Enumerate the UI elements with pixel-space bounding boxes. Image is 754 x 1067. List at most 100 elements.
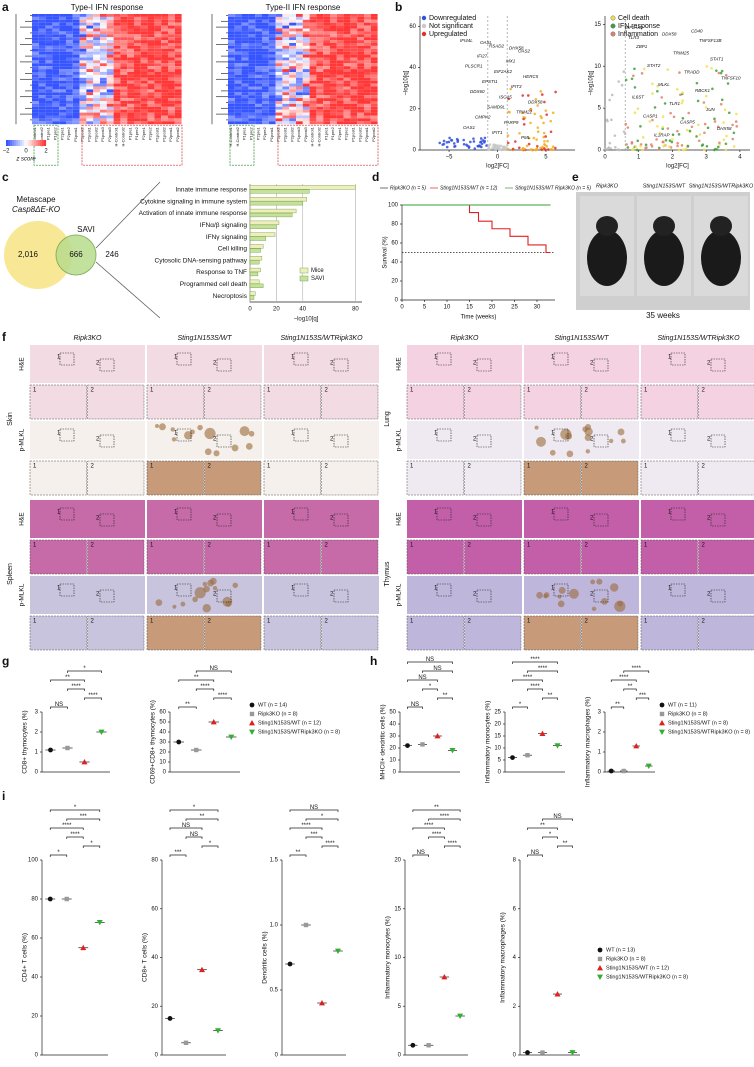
- significance-bracket: [289, 854, 307, 857]
- heatmap-cell: [93, 57, 100, 61]
- heatmap-cell: [350, 112, 358, 116]
- heatmap-cell: [52, 74, 60, 78]
- heatmap-cell: [66, 51, 73, 55]
- legend-label: Sting1N153S/WT (n = 12): [606, 965, 669, 971]
- scatter-dot: [651, 92, 654, 95]
- heatmap-cell: [241, 80, 249, 84]
- heatmap-cell: [289, 48, 296, 52]
- zoom-box: [176, 428, 192, 442]
- zoom-label: 1: [174, 431, 178, 437]
- heatmap-cell: [296, 60, 303, 64]
- significance-label: ****: [619, 675, 629, 681]
- heatmap-cell: [323, 112, 330, 116]
- heatmap-cell: [113, 101, 121, 104]
- heatmap-cell: [302, 16, 310, 20]
- significance-bracket: [512, 661, 558, 664]
- heatmap-cell: [357, 109, 364, 113]
- scatter-dot: [622, 70, 626, 73]
- zoom-label: 1: [434, 355, 438, 361]
- heatmap-cell: [350, 54, 358, 58]
- heatmap-cell: [343, 86, 351, 90]
- heatmap-cell: [275, 106, 283, 110]
- stain-spot: [591, 606, 597, 611]
- heatmap-cell: [59, 14, 66, 17]
- legend-swatch: [659, 702, 665, 708]
- heatmap-cell: [38, 72, 46, 75]
- y-tick-label: 0: [163, 770, 167, 776]
- heatmap-cell: [296, 103, 303, 107]
- colorbar: [10, 140, 13, 146]
- scatter-dot: [545, 113, 549, 116]
- heatmap-cell: [120, 83, 128, 87]
- heatmap-cell: [343, 77, 351, 81]
- heatmap-cell: [302, 106, 310, 110]
- heatmap-cell: [134, 77, 141, 81]
- heatmap-cell: [275, 57, 283, 61]
- heatmap-cell: [100, 121, 107, 125]
- heatmap-cell: [120, 98, 128, 101]
- stain-label: p-MLKL: [19, 428, 26, 451]
- heatmap-cell: [370, 37, 378, 41]
- heatmap-cell: [79, 28, 87, 32]
- heatmap-cell: [234, 89, 242, 93]
- scatter-dot: [713, 120, 717, 123]
- significance-bracket: [66, 818, 101, 821]
- significance-bracket: [623, 670, 650, 673]
- stain-spot: [600, 597, 608, 605]
- y-axis-label: Inflammatory macrophages (%): [585, 697, 592, 788]
- heatmap-cell: [330, 34, 337, 38]
- heatmap-cell: [228, 40, 235, 43]
- heatmap-cell: [357, 43, 364, 46]
- histology-image: [30, 500, 145, 538]
- scatter-dot: [681, 99, 685, 102]
- legend-label: WT (n = 13): [606, 947, 635, 953]
- colorbar: [38, 140, 41, 146]
- heatmap-cell: [370, 34, 378, 38]
- heatmap-cell: [161, 48, 168, 52]
- scatter-dot: [633, 67, 636, 71]
- heatmap-cell: [134, 22, 141, 26]
- heatmap-cell: [106, 40, 114, 43]
- heatmap-cell: [323, 51, 330, 55]
- scatter-dot: [543, 139, 546, 143]
- heatmap-cell: [113, 74, 121, 78]
- heatmap-cell: [38, 66, 46, 70]
- heatmap-cell: [106, 43, 114, 46]
- heatmap-cell: [134, 37, 141, 41]
- heatmap-cell: [234, 92, 242, 96]
- heatmap-cell: [174, 80, 182, 84]
- heatmap-cell: [52, 80, 60, 84]
- zoom-box: [176, 507, 192, 521]
- heatmap-cell: [38, 40, 46, 43]
- significance-bracket: [512, 679, 543, 682]
- heatmap-cell: [59, 83, 66, 87]
- heatmap-cell: [357, 45, 364, 49]
- heatmap-cell: [72, 101, 80, 104]
- heatmap-cell: [302, 51, 310, 55]
- heatmap-cell: [282, 95, 290, 99]
- heatmap-cell: [255, 66, 262, 70]
- column-label: P2pre1: [337, 126, 342, 140]
- heatmap-cell: [45, 109, 53, 113]
- heatmap-cell: [350, 60, 358, 64]
- heatmap-cell: [323, 69, 330, 72]
- heatmap-cell: [234, 57, 242, 61]
- column-label: P1pre1: [242, 126, 247, 140]
- heatmap-cell: [289, 109, 296, 113]
- group-marker: [319, 1000, 325, 1006]
- gene-label: EPSTI1: [482, 79, 498, 84]
- heatmap-cell: [234, 16, 242, 20]
- y-tick-label: 20: [494, 722, 501, 728]
- heatmap-cell: [255, 54, 262, 58]
- legend-label: Sting1N153S/WTRipk3KO (n = 8): [258, 729, 340, 735]
- zoom-label: 2: [325, 543, 329, 549]
- scatter-dot: [641, 136, 645, 139]
- heatmap-cell: [154, 80, 162, 84]
- heatmap-cell: [234, 74, 242, 78]
- heatmap-cell: [330, 19, 337, 23]
- heatmap-cell: [370, 98, 378, 101]
- heatmap-cell: [52, 31, 60, 35]
- heatmap-cell: [32, 45, 39, 49]
- heatmap-cell: [72, 16, 80, 20]
- heatmap-cell: [86, 37, 94, 41]
